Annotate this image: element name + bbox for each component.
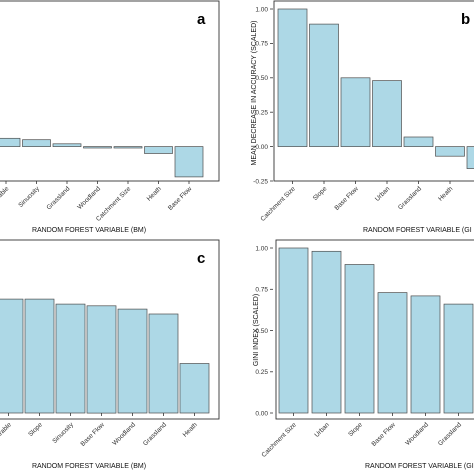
category-label: Grassland	[46, 185, 72, 211]
panel-b-ticks: 1.00 0.75 0.50 0.25 0.00 -0.25	[253, 6, 451, 185]
category-label: Heath	[182, 421, 199, 438]
panel-d-cats: Catchment Size Urban Slope Base Flow Woodlan…	[261, 421, 464, 459]
category-label: Urban	[374, 185, 392, 203]
category-label: Base Flow	[79, 421, 106, 448]
panel-d: 1.00 0.75 0.50 0.25 0.00 Catchment Size Urban…	[253, 239, 474, 470]
panel-b-bars	[277, 8, 474, 169]
panel-b-x-title: RANDOM FOREST VARIABLE (GI	[363, 227, 472, 234]
bar	[117, 308, 148, 414]
category-label: Slope	[347, 421, 364, 438]
category-label: Slope	[312, 185, 329, 202]
bar	[372, 80, 402, 147]
category-label: Arable	[0, 421, 13, 440]
y-tick-label: 0.50	[255, 75, 268, 82]
bar	[52, 143, 82, 147]
category-label: Sinuosity	[17, 185, 41, 209]
bar	[403, 136, 434, 147]
bar	[344, 264, 375, 414]
panel-d-border	[275, 239, 474, 420]
y-tick-label: -0.25	[253, 178, 268, 185]
category-label: Catchment Size	[260, 185, 298, 223]
bar	[278, 247, 309, 414]
y-tick-label: 0.25	[255, 110, 268, 117]
panel-d-bars	[278, 247, 474, 414]
panel-d-x-title: RANDOM FOREST VARIABLE (GI	[365, 463, 474, 470]
bar	[309, 23, 339, 147]
category-label: Base Flow	[167, 185, 194, 212]
bar	[179, 363, 210, 414]
bar	[24, 298, 55, 414]
panel-c-letter: c	[197, 250, 205, 267]
category-label: Woodland	[76, 185, 102, 211]
panel-c-bars	[0, 298, 210, 414]
bar	[0, 137, 21, 147]
category-label: Heath	[146, 185, 163, 202]
bar	[83, 146, 112, 149]
y-tick-label: 0.00	[255, 144, 268, 151]
bar	[55, 303, 86, 414]
panel-b-cats: Catchment Size Slope Base Flow Urban Grassla…	[260, 185, 455, 223]
panel-b-letter: b	[461, 11, 470, 28]
y-tick-label: 0.75	[255, 287, 268, 294]
bar	[410, 295, 441, 414]
bar	[277, 8, 308, 147]
bar	[22, 139, 51, 147]
bar	[0, 298, 24, 414]
category-label: Woodland	[111, 421, 137, 447]
category-label: Heath	[437, 185, 454, 202]
panel-d-y-title: GINI INDEX (SCALED)	[253, 294, 260, 366]
bar	[340, 77, 371, 147]
bar	[377, 292, 408, 414]
panel-a: a Arable Sinuosity Grassland WoodlandCatchm…	[0, 0, 220, 234]
bar	[311, 250, 342, 414]
y-tick-label: 0.25	[255, 369, 268, 376]
y-tick-label: 1.00	[255, 245, 268, 252]
y-tick-label: 0.00	[255, 410, 268, 417]
category-label: Grassland	[437, 421, 463, 447]
category-label: Urban	[313, 421, 331, 439]
panel-a-bars	[0, 137, 204, 178]
panel-a-cats: Arable Sinuosity Grassland WoodlandCatchmen…	[0, 185, 194, 223]
y-tick-label: 1.00	[255, 6, 268, 13]
bar	[86, 305, 117, 414]
panel-c-cats: Arable Slope Sinuosity Base Flow Woodland Gra…	[0, 421, 199, 448]
panel-b-border	[273, 0, 474, 182]
panel-c-border	[0, 239, 220, 420]
panel-d-ticks: 1.00 0.75 0.50 0.25 0.00	[255, 245, 459, 417]
category-label: Base Flow	[333, 185, 360, 212]
bar	[443, 303, 474, 414]
bar	[144, 146, 173, 154]
panel-b: b 1.00 0.75 0.50 0.25 0.00 -0.25 Catchment Si…	[251, 0, 474, 234]
y-tick-label: 0.75	[255, 41, 268, 48]
category-label: Base Flow	[370, 421, 397, 448]
panel-a-letter: a	[197, 11, 206, 28]
category-label: Woodland	[404, 421, 430, 447]
bar	[466, 146, 474, 169]
bar	[113, 146, 143, 149]
panel-a-x-title: RANDOM FOREST VARIABLE (BM)	[32, 227, 146, 234]
y-tick-label: 0.50	[255, 328, 268, 335]
category-label: Slope	[27, 421, 44, 438]
category-label: Sinuosity	[51, 421, 75, 445]
panel-a-border	[0, 0, 220, 182]
category-label: Arable	[0, 185, 11, 204]
panel-a-ticks	[5, 181, 190, 184]
category-label: Grassland	[142, 421, 168, 447]
bar	[148, 313, 179, 414]
bar	[174, 146, 204, 178]
panel-c: c Arable Slope Sinuosity Base Flow Woodland G…	[0, 239, 220, 470]
category-label: Grassland	[397, 185, 423, 211]
bar	[435, 146, 465, 157]
panel-b-y-title: MEAN DECREASE IN ACCURACY (SCALED)	[251, 21, 258, 166]
panel-c-x-title: RANDOM FOREST VARIABLE (BM)	[32, 463, 146, 470]
category-label: Catchment Size	[261, 421, 299, 459]
panel-c-ticks	[8, 413, 195, 416]
